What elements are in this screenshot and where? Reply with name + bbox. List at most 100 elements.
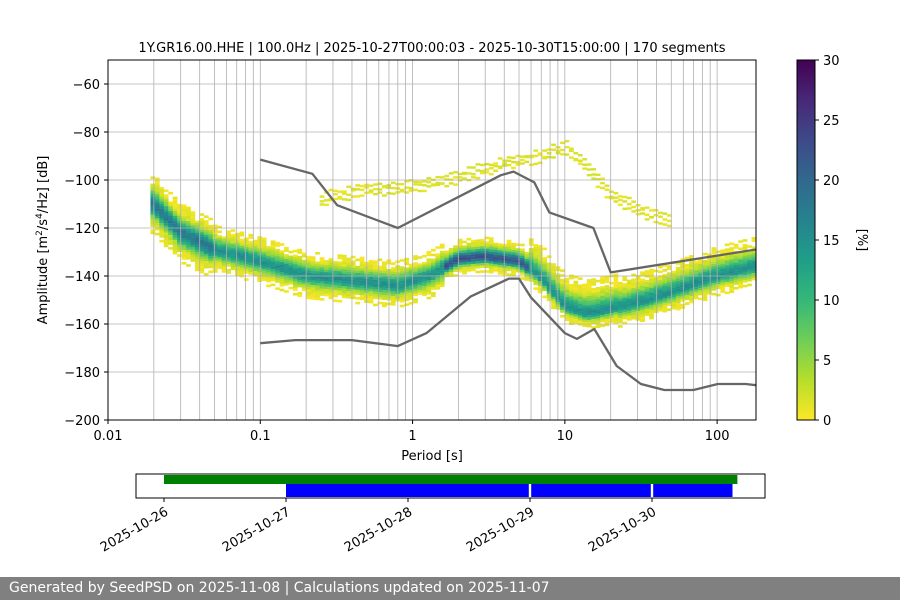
heatmap-cell [591,314,596,317]
heatmap-cell [341,269,347,272]
heatmap-cell [591,307,596,310]
heatmap-cell [399,299,405,303]
heatmap-cell [261,247,267,250]
heatmap-cell [684,271,690,274]
heatmap-cell [520,258,525,261]
heatmap-cell [413,264,418,268]
heatmap-cell [333,289,338,293]
heatmap-cell [239,272,245,275]
heatmap-cell [239,255,245,259]
heatmap-cell [497,250,503,254]
heatmap-cell [724,243,730,247]
heatmap-cell [631,295,637,298]
heatmap-cell [341,266,347,270]
heatmap-cell [462,250,467,253]
heatmap-cell [177,203,182,207]
heatmap-cell [537,271,543,275]
heatmap-cell [711,288,717,291]
heatmap-cell [199,227,205,231]
heatmap-cell [520,248,525,252]
heatmap-cell [373,277,378,280]
heatmap-cell [430,294,436,298]
heatmap-cell [698,261,703,265]
heatmap-cell [350,294,356,297]
heatmap-cell [186,249,191,253]
heatmap-cell [373,286,378,290]
heatmap-cell [408,302,414,305]
heatmap-cell [177,249,182,253]
heatmap-cell [243,263,249,267]
heatmap-cell [582,167,588,170]
heatmap-cell [159,201,165,205]
heatmap-cell [390,298,396,301]
heatmap-cell [542,285,548,289]
heatmap-cell [279,283,285,287]
heatmap-cell [658,299,663,302]
heatmap-cell [199,254,205,257]
heatmap-cell [662,285,668,289]
heatmap-cell [488,254,494,257]
heatmap-cell [577,315,583,319]
heatmap-cell [181,211,187,215]
heatmap-cell [368,184,374,187]
heatmap-cell [568,320,574,323]
heatmap-cell [310,287,316,291]
heatmap-cell [729,256,735,260]
heatmap-cell [430,183,436,186]
heatmap-cell [591,283,596,286]
heatmap-cell [551,296,556,300]
heatmap-cell [751,275,756,278]
heatmap-cell [631,273,637,277]
heatmap-cell [243,278,249,281]
heatmap-cell [186,209,191,212]
y-tick-label: −100 [64,174,100,189]
noise-models [259,158,756,392]
heatmap-cell [635,294,641,297]
heatmap-cell [515,163,521,166]
heatmap-cell [319,269,325,272]
heatmap-cell [626,313,632,316]
heatmap-cell [640,285,645,289]
heatmap-cell [751,251,756,254]
heatmap-cell [284,280,289,284]
heatmap-cell [533,263,539,266]
heatmap-cell [324,264,329,268]
heatmap-cell [471,261,476,265]
heatmap-cell [542,259,548,263]
heatmap-cell [261,273,267,277]
heatmap-cell [617,303,623,307]
heatmap-cell [448,255,454,258]
heatmap-cell [738,273,743,277]
heatmap-cell [217,230,222,234]
heatmap-cell [181,240,187,243]
heatmap-cell [680,277,686,281]
heatmap-cell [181,216,187,219]
heatmap-cell [154,179,160,183]
heatmap-cell [631,283,637,286]
heatmap-cell [515,154,521,158]
chart-canvas: 1Y.GR16.00.HHE | 100.0Hz | 2025-10-27T00… [35,41,869,555]
heatmap-cell [640,278,645,282]
heatmap-cell [399,287,405,291]
heatmap-cell [675,302,681,306]
heatmap-cell [257,262,263,266]
heatmap-cell [671,297,677,300]
heatmap-cell [359,256,365,260]
heatmap-cell [729,273,735,277]
heatmap-cell [515,260,521,263]
heatmap-cell [595,306,601,309]
heatmap-cell [297,277,303,281]
heatmap-cell [711,268,717,272]
heatmap-cell [373,291,378,295]
heatmap-cell [484,270,490,273]
heatmap-cell [684,283,690,286]
heatmap-cell [346,286,352,290]
heatmap-cell [537,257,543,260]
heatmap-cell [168,242,174,245]
heatmap-cell [471,251,476,255]
heatmap-cell [324,281,329,285]
heatmap-cell [560,283,565,287]
heatmap-cell [586,298,592,302]
heatmap-cell [600,310,605,313]
heatmap-cell [341,293,347,296]
